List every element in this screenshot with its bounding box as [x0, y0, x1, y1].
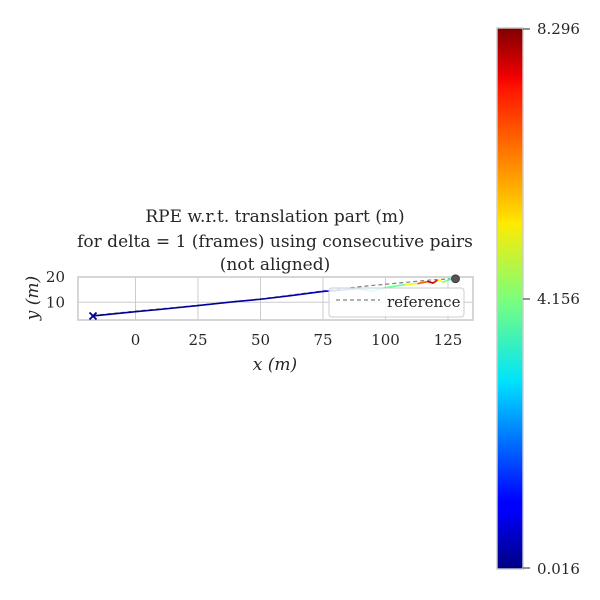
legend-reference-label: reference — [387, 293, 461, 311]
trajectory-segment — [404, 282, 419, 286]
y-tick-label: 20 — [46, 268, 65, 286]
trajectory-segment — [159, 304, 199, 311]
colorbar: 8.296 4.156 0.016 — [496, 20, 580, 578]
trajectory-segment — [289, 290, 324, 297]
colorbar-label-min: 0.016 — [537, 560, 580, 578]
x-tick-label: 25 — [188, 331, 207, 349]
trajectory-segment — [234, 298, 262, 303]
x-axis-ticks: 0 25 50 75 100 125 — [131, 331, 463, 349]
trajectory-segment — [259, 294, 292, 301]
colorbar-label-mid: 4.156 — [537, 290, 580, 308]
y-axis-label: y (m) — [23, 276, 43, 321]
x-tick-label: 50 — [251, 331, 270, 349]
legend: reference — [328, 287, 465, 318]
trajectory-segment — [134, 308, 162, 313]
trajectory-segment — [197, 300, 237, 307]
x-tick-label: 75 — [313, 331, 332, 349]
y-tick-label: 10 — [46, 293, 65, 311]
chart-title-line-1: RPE w.r.t. translation part (m) — [145, 207, 404, 227]
trajectory-segment — [384, 283, 407, 289]
x-tick-label: 125 — [434, 331, 463, 349]
colorbar-gradient — [496, 27, 524, 570]
trajectory-segment — [432, 278, 439, 284]
chart-title-line-3: (not aligned) — [220, 255, 330, 275]
trajectory-markers — [88, 274, 460, 321]
x-tick-label: 100 — [371, 331, 400, 349]
legend-box — [328, 287, 465, 318]
chart-title-line-2: for delta = 1 (frames) using consecutive… — [77, 232, 473, 252]
x-tick-label: 0 — [131, 331, 141, 349]
trajectory-segment — [109, 310, 137, 315]
trajectory-start-marker — [88, 311, 98, 321]
trajectory-segment — [417, 280, 429, 285]
trajectory-segment — [442, 279, 449, 283]
trajectory-segment — [427, 280, 434, 284]
trajectory-segment — [437, 278, 444, 283]
colorbar-label-max: 8.296 — [537, 20, 580, 38]
trajectory-segment — [92, 313, 112, 317]
trajectory-end-marker — [451, 274, 460, 284]
x-axis-label: x (m) — [253, 355, 297, 375]
